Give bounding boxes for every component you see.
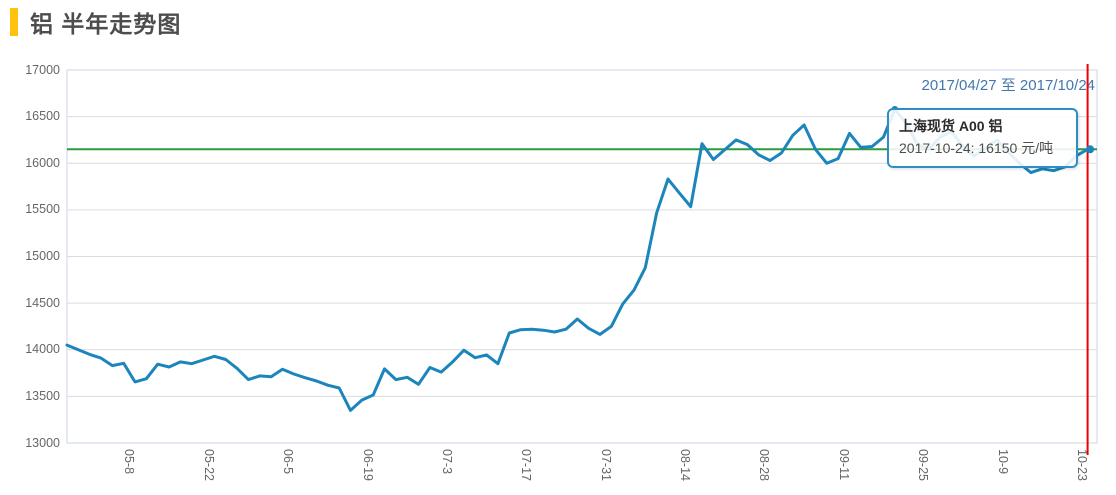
y-axis-tick-label: 16500	[25, 109, 60, 124]
x-axis-tick-label: 07-3	[439, 449, 454, 475]
x-axis-tick-label: 06-19	[360, 449, 375, 481]
x-axis-tick-label: 07-31	[598, 449, 613, 481]
y-axis-tick-label: 15000	[25, 249, 60, 263]
y-axis-tick-label: 15500	[25, 202, 60, 217]
plot-border	[66, 69, 1098, 444]
tooltip-series-name: 上海现货 A00 铝	[899, 118, 1003, 134]
x-axis-tick-label: 08-14	[678, 449, 693, 481]
tooltip-value: 2017-10-24: 16150 元/吨	[899, 139, 1054, 156]
date-range-label: 2017/04/27 至 2017/10/24	[921, 77, 1095, 94]
x-axis-tick-label: 10-23	[1074, 449, 1089, 481]
x-axis-tick-label: 08-28	[757, 449, 772, 481]
title-accent-bar	[10, 8, 18, 36]
y-axis-tick-label: 14000	[25, 342, 60, 357]
x-axis-tick-label: 09-11	[836, 449, 851, 481]
chart-tooltip: 上海现货 A00 铝 2017-10-24: 16150 元/吨	[887, 108, 1078, 168]
y-axis-tick-label: 14500	[25, 295, 60, 310]
y-axis-tick-label: 13000	[25, 435, 60, 450]
x-axis-tick-label: 09-25	[916, 449, 931, 481]
y-axis-tick-label: 17000	[25, 62, 60, 77]
y-axis-tick-label: 16000	[25, 155, 60, 170]
x-axis-tick-label: 05-22	[201, 449, 216, 481]
y-axis-tick-label: 13500	[25, 388, 60, 403]
x-axis-tick-label: 07-17	[519, 449, 534, 481]
chart-header: 铝 半年走势图	[10, 6, 181, 38]
page-title: 铝 半年走势图	[30, 11, 182, 37]
x-axis-tick-label: 10-9	[995, 449, 1010, 475]
last-point-marker[interactable]	[1086, 145, 1095, 154]
x-axis-tick-label: 05-8	[122, 449, 137, 475]
x-axis-tick-label: 06-5	[281, 449, 296, 475]
